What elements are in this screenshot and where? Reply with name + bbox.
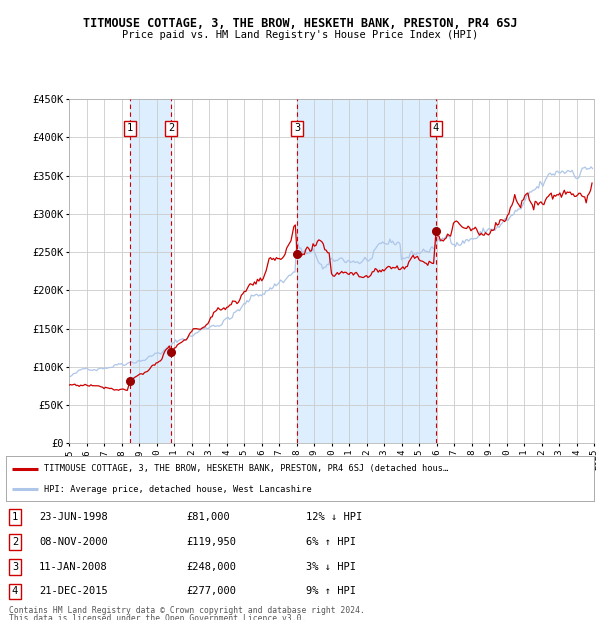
- Text: 4: 4: [433, 123, 439, 133]
- Text: 6% ↑ HPI: 6% ↑ HPI: [306, 537, 356, 547]
- Text: Contains HM Land Registry data © Crown copyright and database right 2024.: Contains HM Land Registry data © Crown c…: [9, 606, 365, 616]
- Text: 2: 2: [168, 123, 175, 133]
- Text: £81,000: £81,000: [186, 512, 230, 522]
- Text: Price paid vs. HM Land Registry's House Price Index (HPI): Price paid vs. HM Land Registry's House …: [122, 30, 478, 40]
- Text: 21-DEC-2015: 21-DEC-2015: [39, 587, 108, 596]
- Text: HPI: Average price, detached house, West Lancashire: HPI: Average price, detached house, West…: [44, 485, 312, 494]
- Text: 23-JUN-1998: 23-JUN-1998: [39, 512, 108, 522]
- Text: 9% ↑ HPI: 9% ↑ HPI: [306, 587, 356, 596]
- Text: £119,950: £119,950: [186, 537, 236, 547]
- Text: 1: 1: [12, 512, 18, 522]
- Text: 08-NOV-2000: 08-NOV-2000: [39, 537, 108, 547]
- Text: TITMOUSE COTTAGE, 3, THE BROW, HESKETH BANK, PRESTON, PR4 6SJ: TITMOUSE COTTAGE, 3, THE BROW, HESKETH B…: [83, 17, 517, 30]
- Text: £277,000: £277,000: [186, 587, 236, 596]
- Text: 3: 3: [294, 123, 300, 133]
- Text: TITMOUSE COTTAGE, 3, THE BROW, HESKETH BANK, PRESTON, PR4 6SJ (detached hous…: TITMOUSE COTTAGE, 3, THE BROW, HESKETH B…: [44, 464, 448, 473]
- Text: 3: 3: [12, 562, 18, 572]
- Text: 2: 2: [12, 537, 18, 547]
- Text: 3% ↓ HPI: 3% ↓ HPI: [306, 562, 356, 572]
- Bar: [297, 99, 436, 443]
- Text: 4: 4: [12, 587, 18, 596]
- Text: £248,000: £248,000: [186, 562, 236, 572]
- Text: This data is licensed under the Open Government Licence v3.0.: This data is licensed under the Open Gov…: [9, 614, 307, 620]
- Text: 1: 1: [127, 123, 133, 133]
- Bar: [130, 99, 172, 443]
- Text: 11-JAN-2008: 11-JAN-2008: [39, 562, 108, 572]
- Text: 12% ↓ HPI: 12% ↓ HPI: [306, 512, 362, 522]
